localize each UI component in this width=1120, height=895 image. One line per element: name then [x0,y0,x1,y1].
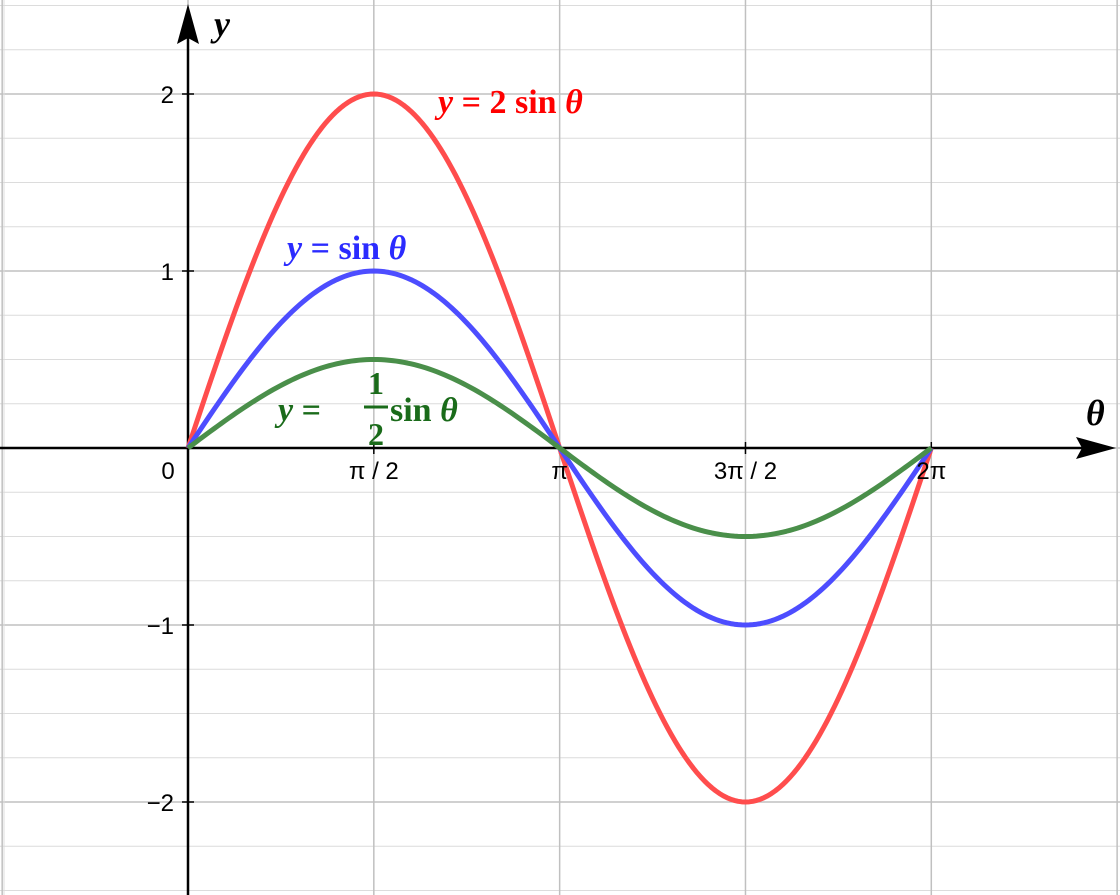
series-label-theta: θ [565,84,583,121]
series-label-sin: sin [390,392,440,429]
y-tick-label: 2 [161,82,174,109]
curves [185,91,934,805]
series-label-1: y = sin θ [283,230,407,267]
series-label-y: y [434,84,454,121]
x-axis-label: θ [1086,393,1105,433]
series-label-rhs: = sin [302,230,388,267]
axes [0,4,1116,895]
series-label-0: y = 2 sin θ [434,84,583,121]
x-tick-label: π [551,458,568,485]
series-label-rhs: = 2 sin [453,84,565,121]
series-label-theta: θ [440,392,458,429]
series-label-rhs: sin θ [390,392,458,429]
series-label-eq: = [293,392,321,429]
series-label-2: y = 1 2 sin θ [274,365,458,452]
y-axis-label: y [210,4,231,44]
y-tick-label: −2 [147,790,174,817]
x-tick-label: 3π / 2 [714,458,777,485]
x-tick-label: π / 2 [349,458,399,485]
x-tick-label: 0 [161,458,174,485]
y-tick-label: −1 [147,613,174,640]
x-axis-arrow [1076,437,1116,459]
y-axis-arrow [177,4,199,44]
series-line-2 [186,357,933,539]
series-label-y: y [283,230,303,267]
y-tick-label: 1 [161,259,174,286]
x-tick-label: 2π [916,458,946,485]
series-label-denominator: 2 [368,416,384,452]
series-label-numerator: 1 [368,365,384,401]
series-label-lhs: y = [274,392,321,429]
series-label-y: y [274,392,294,429]
series-label-theta: θ [389,230,407,267]
